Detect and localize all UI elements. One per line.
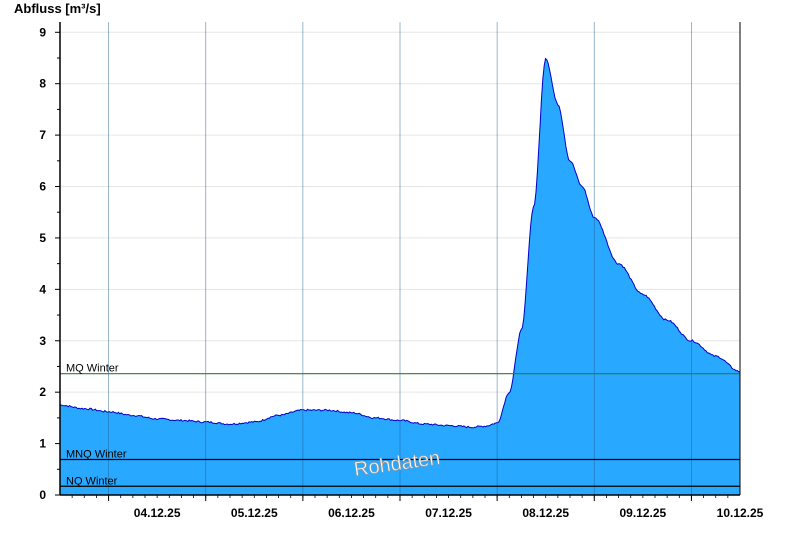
- x-tick-label: 06.12.25: [328, 506, 375, 520]
- x-tick-label: 09.12.25: [619, 506, 666, 520]
- reference-line-label: MQ Winter: [66, 363, 119, 375]
- y-tick-label: 8: [39, 77, 46, 91]
- y-tick-label: 3: [39, 334, 46, 348]
- y-tick-label: 5: [39, 231, 46, 245]
- reference-line-label: NQ Winter: [66, 475, 118, 487]
- x-tick-label: 07.12.25: [425, 506, 472, 520]
- y-tick-label: 6: [39, 180, 46, 194]
- y-tick-label: 1: [39, 437, 46, 451]
- x-tick-label: 05.12.25: [231, 506, 278, 520]
- y-tick-label: 4: [39, 282, 46, 296]
- y-tick-label: 9: [39, 25, 46, 39]
- reference-line-label: MNQ Winter: [66, 449, 127, 461]
- x-tick-label: 10.12.25: [717, 506, 764, 520]
- y-axis-label: Abfluss [m³/s]: [14, 1, 101, 16]
- y-tick-label: 7: [39, 128, 46, 142]
- discharge-area: [60, 58, 740, 495]
- y-tick-label: 2: [39, 385, 46, 399]
- x-tick-label: 08.12.25: [522, 506, 569, 520]
- y-tick-label: 0: [39, 488, 46, 502]
- x-tick-label: 04.12.25: [134, 506, 181, 520]
